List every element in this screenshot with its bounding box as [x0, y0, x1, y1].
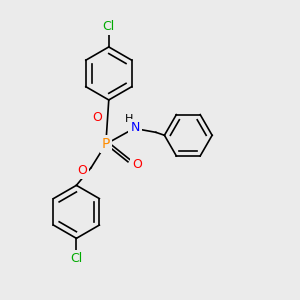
- Text: O: O: [92, 111, 102, 124]
- Text: Cl: Cl: [70, 252, 82, 266]
- Text: Cl: Cl: [103, 20, 115, 33]
- Text: O: O: [132, 158, 142, 171]
- Text: H: H: [125, 114, 134, 124]
- Text: P: P: [102, 137, 110, 151]
- Text: O: O: [77, 164, 87, 177]
- Text: N: N: [130, 122, 140, 134]
